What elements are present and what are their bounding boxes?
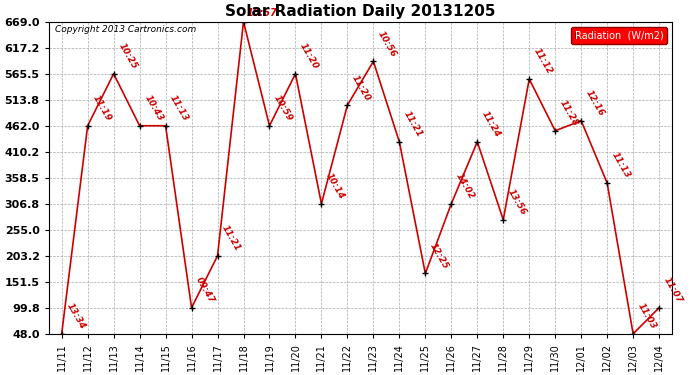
Text: 10:25: 10:25 (117, 42, 139, 71)
Text: 11:13: 11:13 (168, 94, 190, 123)
Text: 10:59: 10:59 (273, 94, 295, 123)
Text: 13:56: 13:56 (506, 188, 528, 217)
Text: 11:19: 11:19 (90, 94, 112, 123)
Text: 10:56: 10:56 (376, 29, 398, 58)
Legend: Radiation  (W/m2): Radiation (W/m2) (571, 27, 667, 44)
Text: 11:28: 11:28 (558, 99, 580, 128)
Text: 13:34: 13:34 (64, 302, 86, 331)
Text: 11:20: 11:20 (298, 42, 320, 71)
Text: 12:16: 12:16 (584, 88, 606, 118)
Text: 11:07: 11:07 (662, 276, 684, 305)
Text: 11:13: 11:13 (610, 151, 632, 180)
Text: 11:21: 11:21 (220, 224, 242, 253)
Text: 11:24: 11:24 (480, 110, 502, 139)
Text: 10:43: 10:43 (142, 94, 164, 123)
Text: 11:21: 11:21 (402, 110, 424, 139)
Text: 09:47: 09:47 (195, 276, 217, 305)
Text: 12:25: 12:25 (428, 242, 450, 271)
Text: 11:03: 11:03 (636, 302, 658, 331)
Text: Copyright 2013 Cartronics.com: Copyright 2013 Cartronics.com (55, 25, 196, 34)
Text: 11:20: 11:20 (351, 73, 373, 102)
Text: 14:02: 14:02 (454, 172, 476, 201)
Text: 10:57: 10:57 (246, 8, 277, 18)
Title: Solar Radiation Daily 20131205: Solar Radiation Daily 20131205 (225, 4, 495, 19)
Text: 10:14: 10:14 (324, 172, 346, 201)
Text: 11:12: 11:12 (532, 47, 554, 76)
